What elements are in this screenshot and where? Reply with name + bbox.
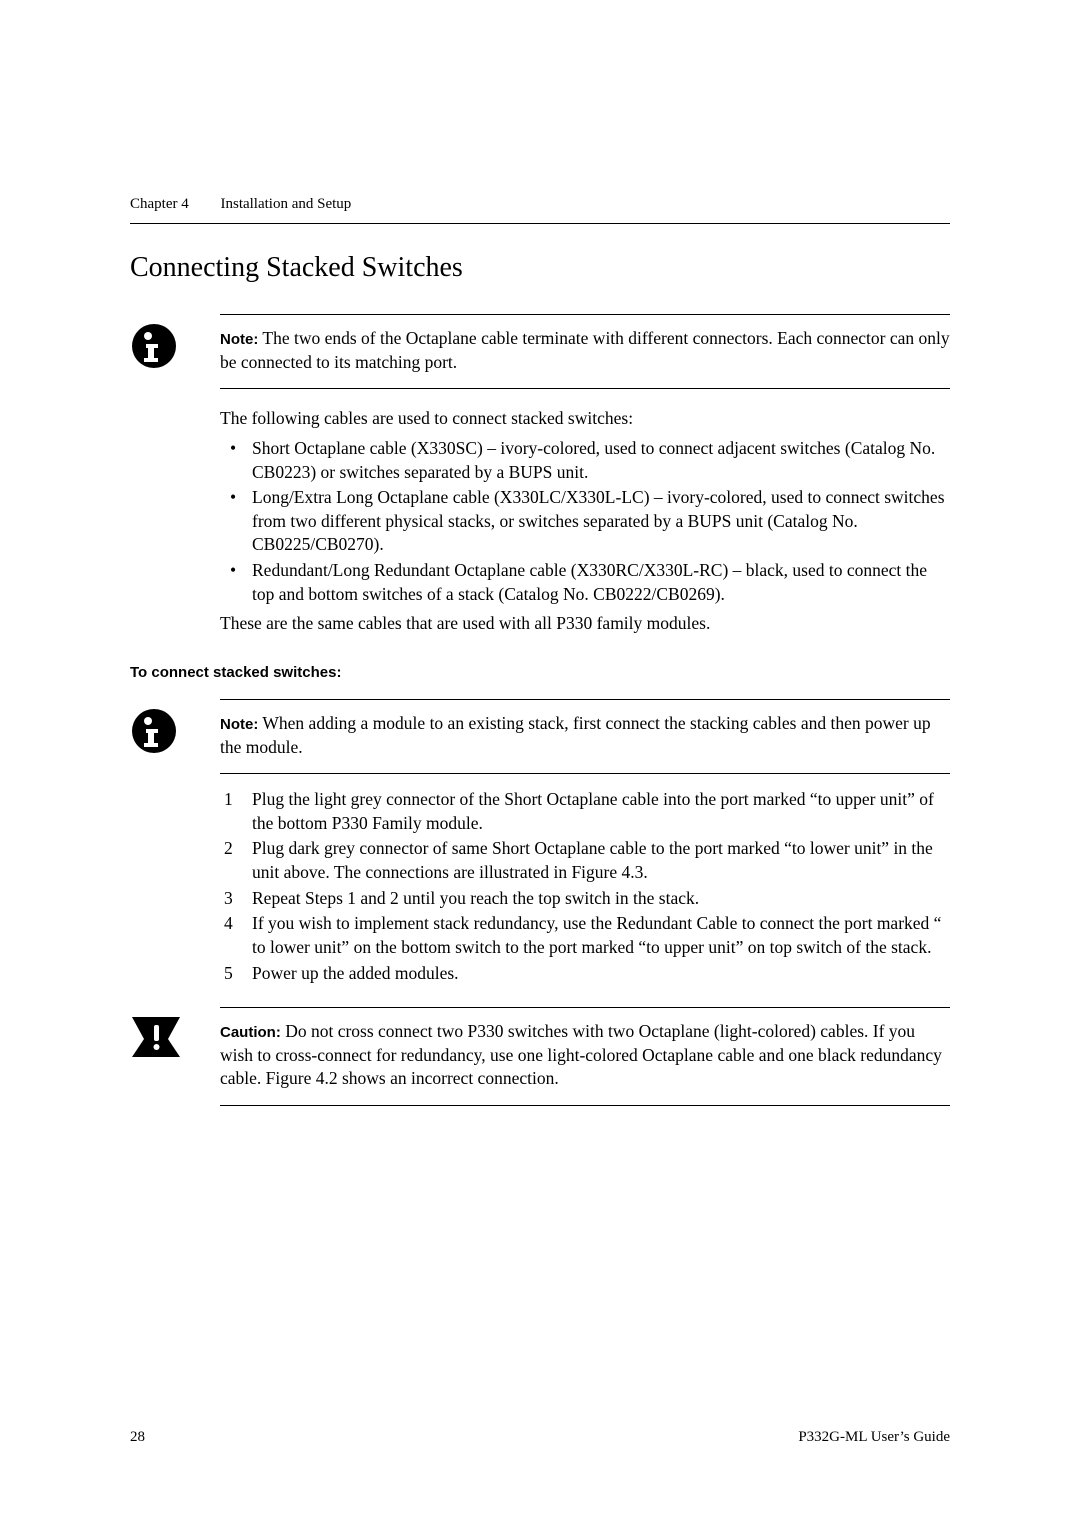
running-head: Chapter 4 Installation and Setup	[130, 196, 950, 213]
header-rule	[130, 223, 950, 224]
page-number: 28	[130, 1429, 145, 1446]
list-item: Repeat Steps 1 and 2 until you reach the…	[220, 887, 950, 911]
chapter-label: Chapter 4	[130, 196, 189, 213]
note-lead: Note:	[220, 331, 258, 348]
note-lead: Note:	[220, 716, 258, 733]
callout-rule-bottom	[220, 773, 950, 774]
list-item: If you wish to implement stack redundanc…	[220, 912, 950, 959]
list-item: Short Octaplane cable (X330SC) – ivory-c…	[220, 437, 950, 484]
procedure-steps: Plug the light grey connector of the Sho…	[220, 788, 950, 985]
caution-callout: Caution: Do not cross connect two P330 s…	[130, 1007, 950, 1106]
intro-paragraph: The following cables are used to connect…	[220, 407, 950, 431]
caution-lead: Caution:	[220, 1024, 281, 1041]
chapter-title: Installation and Setup	[220, 196, 351, 212]
page-footer: 28 P332G-ML User’s Guide	[130, 1429, 950, 1446]
cable-list: Short Octaplane cable (X330SC) – ivory-c…	[220, 437, 950, 606]
list-item: Power up the added modules.	[220, 962, 950, 986]
callout-rule-bottom	[220, 388, 950, 389]
guide-title: P332G-ML User’s Guide	[798, 1429, 950, 1446]
list-item: Plug the light grey connector of the Sho…	[220, 788, 950, 835]
info-icon	[130, 322, 178, 370]
note-callout: Note: When adding a module to an existin…	[130, 699, 950, 774]
note-text: The two ends of the Octaplane cable term…	[220, 328, 950, 372]
note-callout: Note: The two ends of the Octaplane cabl…	[130, 314, 950, 389]
list-item: Plug dark grey connector of same Short O…	[220, 837, 950, 884]
info-icon	[130, 707, 178, 755]
caution-icon	[130, 1015, 182, 1059]
section-title: Connecting Stacked Switches	[130, 252, 950, 284]
list-item: Long/Extra Long Octaplane cable (X330LC/…	[220, 486, 950, 557]
caution-text: Do not cross connect two P330 switches w…	[220, 1021, 942, 1088]
callout-rule-bottom	[220, 1105, 950, 1106]
list-item: Redundant/Long Redundant Octaplane cable…	[220, 559, 950, 606]
after-list-paragraph: These are the same cables that are used …	[220, 612, 950, 636]
note-text: When adding a module to an existing stac…	[220, 713, 931, 757]
procedure-heading: To connect stacked switches:	[130, 664, 950, 681]
